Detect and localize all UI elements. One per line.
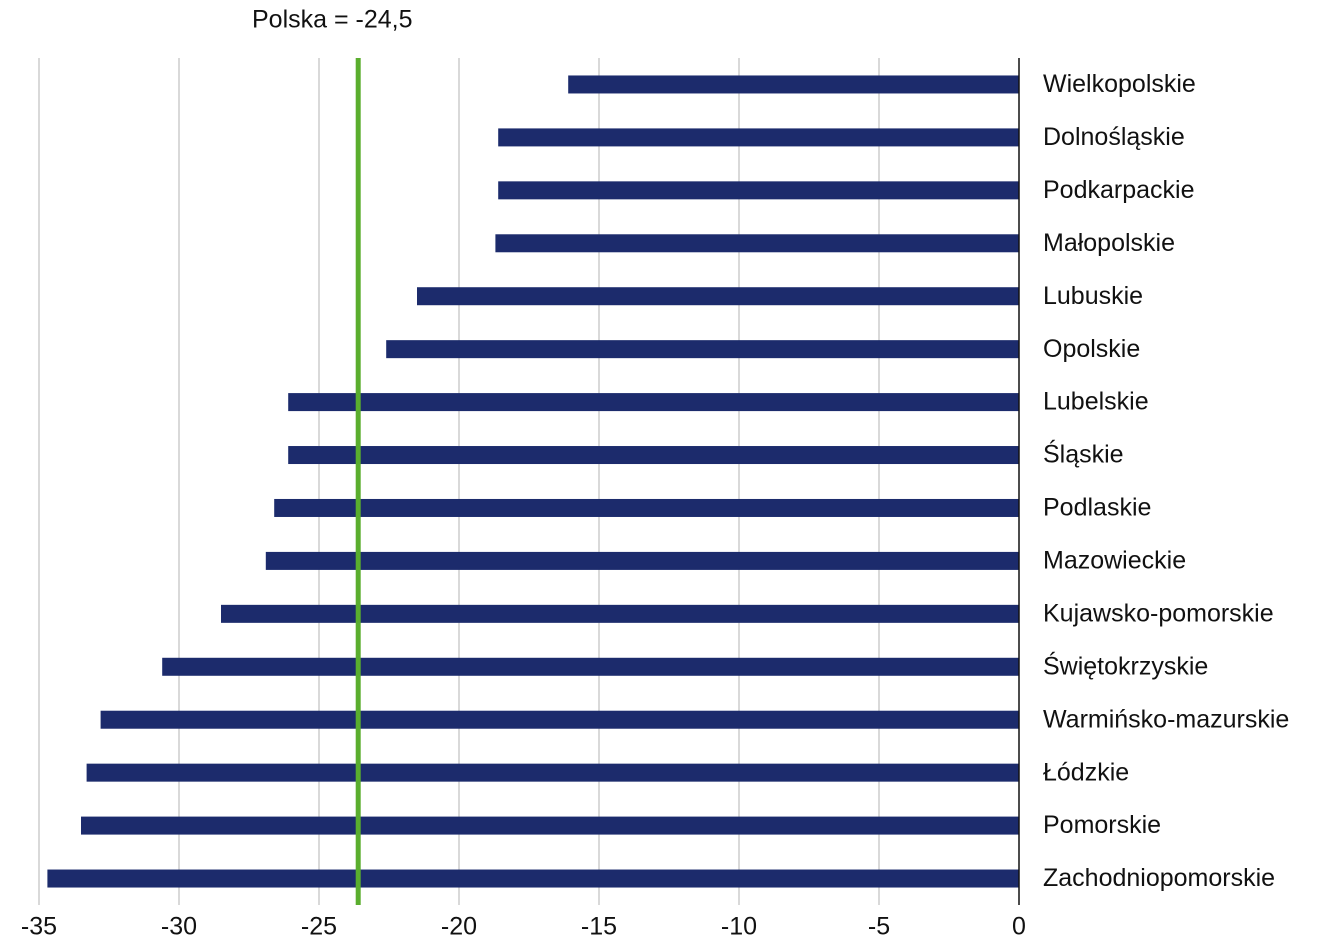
bar bbox=[81, 816, 1019, 835]
bar bbox=[47, 869, 1019, 888]
category-label: Podlaskie bbox=[1043, 494, 1151, 522]
x-tick-label: -10 bbox=[721, 913, 757, 941]
bar bbox=[100, 710, 1020, 729]
category-label: Opolskie bbox=[1043, 335, 1140, 363]
bar bbox=[162, 657, 1019, 676]
category-label: Łódzkie bbox=[1043, 758, 1129, 786]
category-label: Zachodniopomorskie bbox=[1043, 864, 1275, 892]
x-tick-label: -20 bbox=[441, 913, 477, 941]
x-tick-label: 0 bbox=[1012, 913, 1026, 941]
bar bbox=[265, 551, 1019, 570]
category-label: Pomorskie bbox=[1043, 811, 1161, 839]
category-label: Lubelskie bbox=[1043, 388, 1149, 416]
bar bbox=[417, 287, 1019, 306]
bar bbox=[498, 181, 1019, 200]
x-tick-label: -5 bbox=[868, 913, 890, 941]
x-tick-label: -35 bbox=[21, 913, 57, 941]
category-label: Podkarpackie bbox=[1043, 176, 1194, 204]
bar bbox=[288, 393, 1019, 412]
x-tick-label: -25 bbox=[301, 913, 337, 941]
category-label: Śląskie bbox=[1043, 439, 1124, 469]
x-tick-label: -30 bbox=[161, 913, 197, 941]
bar bbox=[221, 604, 1019, 623]
bar bbox=[288, 446, 1019, 465]
category-label: Kujawsko-pomorskie bbox=[1043, 599, 1274, 627]
category-label: Mazowieckie bbox=[1043, 547, 1186, 575]
bar bbox=[498, 128, 1019, 147]
category-label: Warmińsko-mazurskie bbox=[1043, 705, 1289, 733]
category-label: Lubuskie bbox=[1043, 282, 1143, 310]
annotation: Polska = -24,5 bbox=[252, 6, 413, 34]
category-label: Małopolskie bbox=[1043, 229, 1175, 257]
bar bbox=[495, 234, 1019, 253]
bar bbox=[274, 498, 1019, 517]
bar bbox=[386, 340, 1019, 359]
category-label: Wielkopolskie bbox=[1043, 70, 1196, 98]
category-label: Świętokrzyskie bbox=[1043, 650, 1208, 680]
category-label: Dolnośląskie bbox=[1043, 123, 1185, 151]
bar bbox=[86, 763, 1020, 782]
bar bbox=[568, 75, 1019, 94]
x-tick-label: -15 bbox=[581, 913, 617, 941]
